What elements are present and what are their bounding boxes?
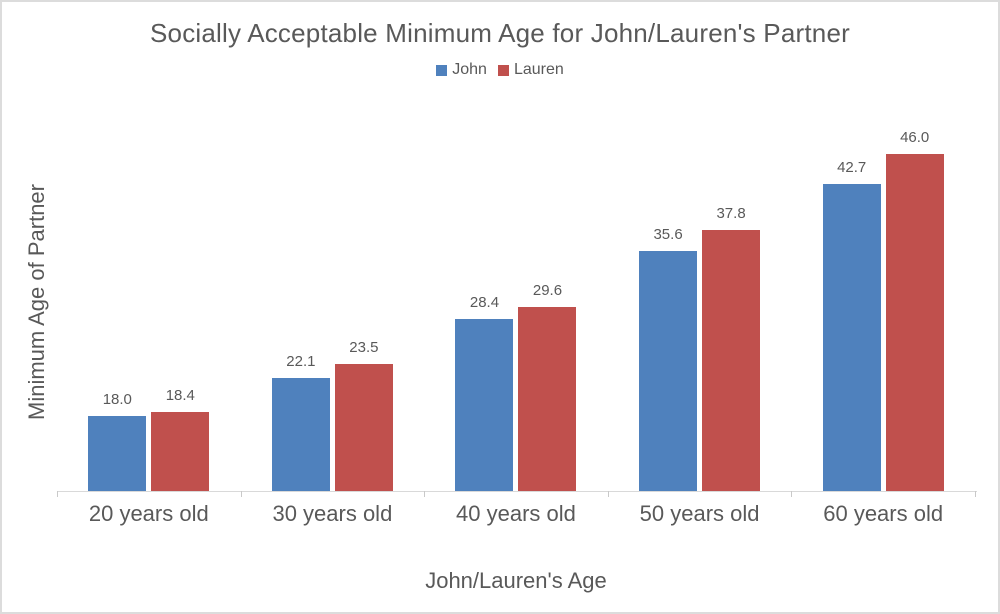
axis-tick xyxy=(240,491,242,497)
bar-value-label: 35.6 xyxy=(653,226,683,243)
bar-column: 42.7 xyxy=(822,116,881,491)
category-label: 30 years old xyxy=(272,501,393,526)
bar-john xyxy=(455,318,514,491)
bar-column: 28.4 xyxy=(455,116,514,491)
chart-title: Socially Acceptable Minimum Age for John… xyxy=(150,18,850,48)
bar-column: 23.5 xyxy=(334,116,393,491)
plot-area: 18.0 18.4 22.1 23.5 28.4 29.6 35.6 37.8 42.7 46.0 xyxy=(57,116,975,491)
legend-item-lauren: Lauren xyxy=(497,61,564,79)
bar-lauren xyxy=(702,230,761,491)
bar-column: 29.6 xyxy=(518,116,577,491)
bar-value-label: 18.0 xyxy=(102,391,132,408)
category-label: 20 years old xyxy=(88,501,209,526)
bar-value-label: 46.0 xyxy=(900,128,930,146)
bar-lauren xyxy=(151,412,210,491)
category-label: 60 years old xyxy=(823,501,944,526)
bar-value-label: 23.5 xyxy=(349,339,379,357)
bar-value-label: 28.4 xyxy=(469,293,500,311)
y-axis-title: Minimum Age of Partner xyxy=(24,184,49,420)
legend: John Lauren xyxy=(2,61,998,79)
bar-group: 42.7 46.0 xyxy=(791,116,975,491)
bar-lauren xyxy=(334,364,393,491)
bar-column: 35.6 xyxy=(639,116,698,491)
bar-group: 22.1 23.5 xyxy=(241,116,425,491)
bar-john xyxy=(88,416,147,491)
category-label: 40 years old xyxy=(456,501,576,526)
bar-column: 18.4 xyxy=(151,116,210,491)
bar-value-label: 42.7 xyxy=(837,159,867,177)
axis-tick xyxy=(975,491,976,497)
bar-john xyxy=(271,377,330,491)
x-axis-title: John/Lauren's Age xyxy=(425,568,607,593)
legend-swatch-john xyxy=(436,64,448,76)
axis-tick xyxy=(791,491,793,497)
bar-column: 37.8 xyxy=(702,116,761,491)
axis-tick xyxy=(607,491,609,497)
bar-group: 28.4 29.6 xyxy=(424,116,608,491)
bar-john xyxy=(639,251,698,491)
bar-value-label: 29.6 xyxy=(532,282,563,300)
bar-value-label: 37.8 xyxy=(716,205,746,223)
bar-lauren xyxy=(885,153,944,491)
legend-swatch-lauren xyxy=(497,64,509,76)
bar-column: 22.1 xyxy=(271,116,330,491)
bar-value-label: 18.4 xyxy=(165,387,195,405)
legend-label-lauren: Lauren xyxy=(513,61,564,78)
bar-john xyxy=(822,184,881,491)
bar-column: 18.0 xyxy=(88,116,147,491)
bar-group: 35.6 37.8 xyxy=(608,116,792,491)
bar-value-label: 22.1 xyxy=(286,352,316,370)
category-label: 50 years old xyxy=(639,501,760,526)
legend-item-john: John xyxy=(436,61,487,79)
category-axis: 20 years old 30 years old 40 years old 50 y… xyxy=(57,501,975,527)
axis-tick xyxy=(424,491,426,497)
axis-tick xyxy=(57,491,58,497)
bar-column: 46.0 xyxy=(885,116,944,491)
legend-label-john: John xyxy=(452,61,487,78)
bar-lauren xyxy=(518,307,577,491)
bar-group: 18.0 18.4 xyxy=(57,116,241,491)
x-axis-line xyxy=(57,491,977,492)
